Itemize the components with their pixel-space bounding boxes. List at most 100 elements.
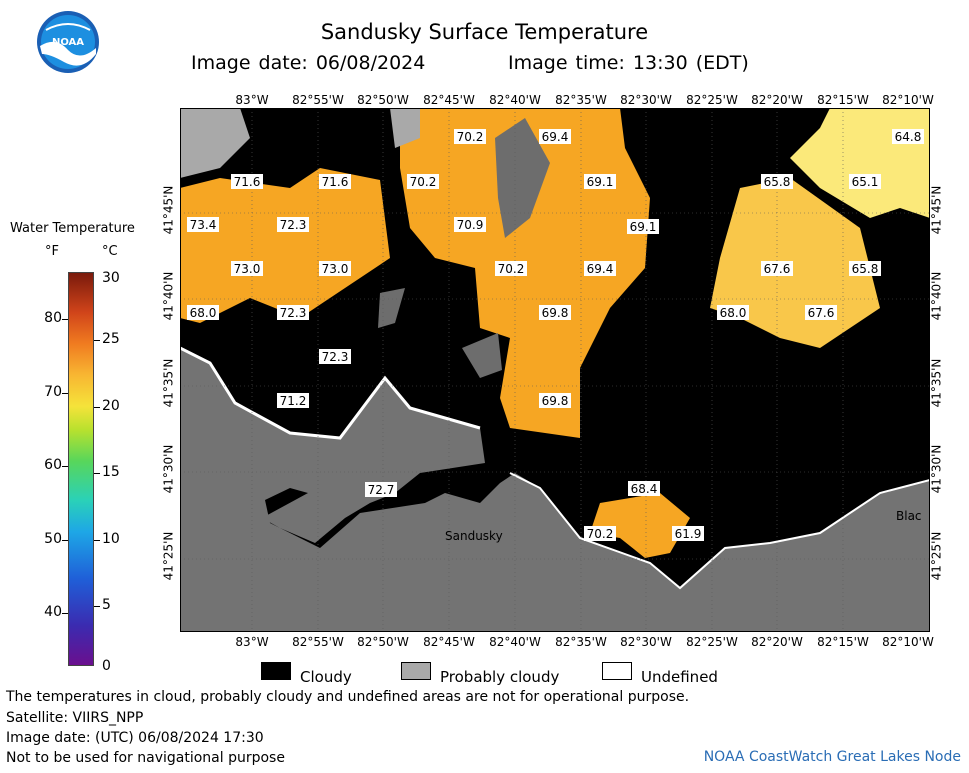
mid-water-east xyxy=(710,178,880,348)
key-label-probably-cloudy: Probably cloudy xyxy=(440,668,560,686)
graticule xyxy=(180,108,930,632)
legend-f-tick: 70 xyxy=(44,384,62,400)
legend-c-tickmark xyxy=(94,606,100,607)
temperature-value: 73.0 xyxy=(234,262,261,276)
legend-f-tickmark xyxy=(62,613,68,614)
lat-label-left: 41°40'N xyxy=(161,271,176,321)
lon-label-top: 83°W xyxy=(235,93,269,107)
probably-cloudy-region xyxy=(180,108,250,178)
temperature-label: 71.6 xyxy=(231,174,263,189)
map-frame xyxy=(180,108,930,632)
city-label-blac: Blac xyxy=(896,509,922,523)
temperature-label: 71.2 xyxy=(277,393,309,408)
lat-label-right: 41°25'N xyxy=(929,531,944,581)
legend-c-tickmark xyxy=(94,407,100,408)
note-satellite: Satellite: VIIRS_NPP xyxy=(6,710,144,726)
temperature-label: 69.8 xyxy=(539,393,571,408)
legend-c-tick: 0 xyxy=(102,658,111,674)
temperature-value: 61.9 xyxy=(675,527,702,541)
temperature-value: 73.0 xyxy=(322,262,349,276)
lon-label-bottom: 82°40'W xyxy=(489,635,541,649)
note-disclaimer: The temperatures in cloud, probably clou… xyxy=(6,689,690,705)
lon-label-bottom: 82°30'W xyxy=(620,635,672,649)
legend-c-tickmark xyxy=(94,540,100,541)
lat-label-left: 41°35'N xyxy=(161,358,176,408)
noaa-logo: NOAA xyxy=(36,10,100,74)
credit-text: NOAA CoastWatch Great Lakes Node xyxy=(703,749,961,765)
key-label-undefined: Undefined xyxy=(641,668,718,686)
temperature-label: 71.6 xyxy=(319,174,351,189)
temperature-label: 67.6 xyxy=(761,261,793,276)
lon-label-bottom: 82°15'W xyxy=(817,635,869,649)
temperature-label: 73.0 xyxy=(319,261,351,276)
temperature-label: 73.4 xyxy=(187,217,219,232)
temperature-value: 64.8 xyxy=(895,130,922,144)
lon-label-bottom: 82°25'W xyxy=(686,635,738,649)
temperature-value: 72.7 xyxy=(368,483,395,497)
lon-label-top: 82°50'W xyxy=(357,93,409,107)
temperature-label: 61.9 xyxy=(672,526,704,541)
map-svg: 70.2 69.4 64.8 71.6 71.6 70.2 69.1 65.8 65.1 73.4… xyxy=(179,108,931,632)
temperature-value: 67.6 xyxy=(764,262,791,276)
legend-f-tick: 80 xyxy=(44,310,62,326)
temperature-value: 70.2 xyxy=(457,130,484,144)
temperature-label: 70.2 xyxy=(407,174,439,189)
temperature-value: 69.1 xyxy=(587,175,614,189)
island xyxy=(495,118,550,238)
legend-f-tick: 40 xyxy=(44,604,62,620)
lat-label-right: 41°45'N xyxy=(929,185,944,235)
temperature-label: 67.6 xyxy=(805,305,837,320)
temperature-value: 68.0 xyxy=(190,306,217,320)
lon-label-bottom: 82°35'W xyxy=(555,635,607,649)
lon-label-bottom: 82°10'W xyxy=(882,635,934,649)
lat-label-right: 41°30'N xyxy=(929,444,944,494)
temperature-value: 69.8 xyxy=(542,306,569,320)
island xyxy=(462,333,502,378)
lon-label-bottom: 82°45'W xyxy=(423,635,475,649)
temperature-label: 68.0 xyxy=(187,305,219,320)
temperature-value: 69.4 xyxy=(587,262,614,276)
lon-label-top: 82°45'W xyxy=(423,93,475,107)
temperature-label: 72.7 xyxy=(365,482,397,497)
temperature-label: 70.2 xyxy=(495,261,527,276)
temperature-label: 68.0 xyxy=(717,305,749,320)
warm-water-south xyxy=(590,493,690,558)
temperature-label: 72.3 xyxy=(277,217,309,232)
lat-label-left: 41°25'N xyxy=(161,531,176,581)
lat-label-right: 41°40'N xyxy=(929,271,944,321)
temperature-map: 70.2 69.4 64.8 71.6 71.6 70.2 69.1 65.8 65.1 73.4… xyxy=(179,108,931,632)
temperature-label: 69.4 xyxy=(539,129,571,144)
lon-label-top: 82°35'W xyxy=(555,93,607,107)
map-title: Sandusky Surface Temperature xyxy=(320,20,649,44)
temperature-value: 69.1 xyxy=(630,220,657,234)
legend-title: Water Temperature xyxy=(10,221,135,236)
lon-label-top: 82°40'W xyxy=(489,93,541,107)
temperature-value: 65.8 xyxy=(764,175,791,189)
shoreline xyxy=(509,472,931,590)
legend-c-tick: 5 xyxy=(102,597,111,613)
lon-label-top: 82°15'W xyxy=(817,93,869,107)
temperature-label: 72.3 xyxy=(319,349,351,364)
temperature-label: 68.4 xyxy=(628,481,660,496)
temperature-value: 70.9 xyxy=(457,218,484,232)
image-date: Image date: 06/08/2024 xyxy=(191,52,426,74)
temperature-label: 72.3 xyxy=(277,305,309,320)
temperature-value: 69.4 xyxy=(542,130,569,144)
legend-f-tick: 50 xyxy=(44,531,62,547)
legend-c-tick: 30 xyxy=(102,270,120,286)
legend-f-tickmark xyxy=(62,393,68,394)
shoreline xyxy=(179,346,481,440)
key-swatch-undefined xyxy=(602,662,632,680)
probably-cloudy-region xyxy=(390,108,420,148)
temperature-value: 69.8 xyxy=(542,394,569,408)
temperature-label: 69.1 xyxy=(584,174,616,189)
image-time: Image time: 13:30 (EDT) xyxy=(508,52,749,74)
legend-c-tick: 25 xyxy=(102,331,120,347)
temperature-value: 67.6 xyxy=(808,306,835,320)
legend-c-tick: 10 xyxy=(102,531,120,547)
lon-label-top: 82°10'W xyxy=(882,93,934,107)
temperature-value: 72.3 xyxy=(280,306,307,320)
lon-label-bottom: 82°50'W xyxy=(357,635,409,649)
temperature-label: 69.1 xyxy=(627,219,659,234)
temperature-label: 70.9 xyxy=(454,217,486,232)
